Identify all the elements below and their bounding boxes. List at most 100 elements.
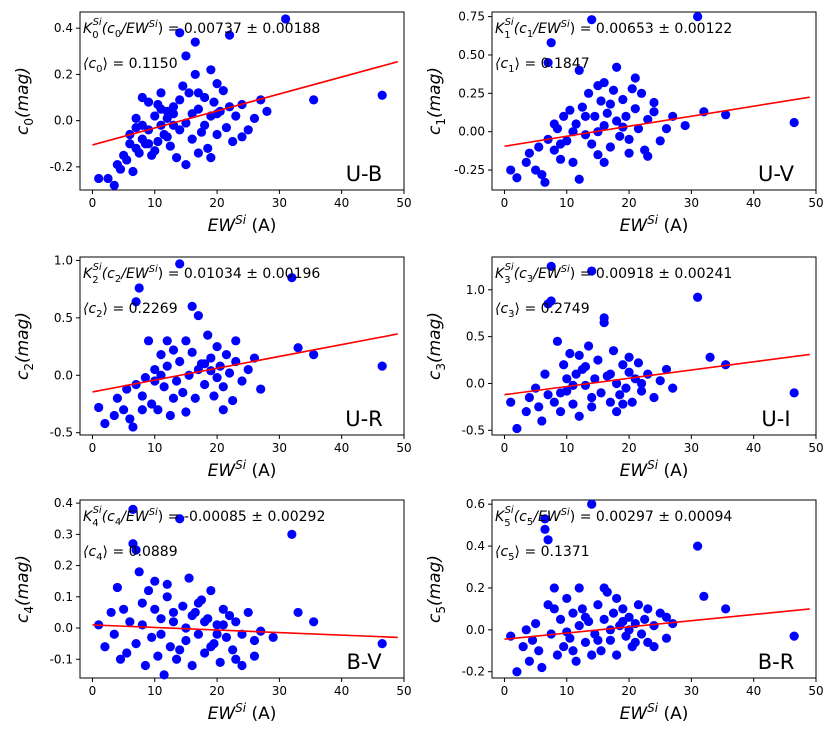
data-point	[156, 350, 166, 360]
data-point	[568, 646, 578, 656]
data-point	[268, 632, 278, 643]
data-point	[555, 388, 566, 398]
data-point	[630, 637, 640, 648]
data-point	[143, 336, 154, 346]
panel-u-b: 0 10 20 30 40 50 -0.2 0.0 0.2 0.4 K0Si(c0/EWSi) = …	[13, 11, 412, 236]
data-point	[612, 378, 622, 389]
data-point	[649, 641, 659, 652]
data-point	[100, 418, 110, 429]
y-tick-label: -0.25	[454, 163, 485, 177]
data-point	[643, 604, 653, 614]
data-point	[175, 125, 185, 135]
data-point	[109, 410, 119, 421]
x-tick-label: 10	[147, 441, 162, 455]
data-point	[156, 629, 166, 639]
data-point	[543, 390, 553, 400]
data-point	[190, 393, 200, 403]
data-point	[630, 73, 640, 83]
data-point	[721, 110, 731, 120]
y-tick-label: -0.2	[462, 665, 485, 679]
data-point	[184, 573, 194, 583]
data-point	[568, 127, 578, 137]
y-axis-label: c4(mag)	[13, 555, 36, 623]
x-tick-label: 10	[147, 196, 162, 210]
y-tick-label: 0.0	[54, 368, 73, 382]
y-tick-label: 0.00	[458, 125, 485, 139]
data-point	[577, 604, 587, 614]
data-point	[661, 612, 672, 622]
y-tick-label: 0.0	[54, 621, 73, 635]
data-point	[109, 629, 119, 639]
panel-u-r: 0 10 20 30 40 50 -0.5 0.0 0.5 1.0 K2Si(c2/EWSi) = …	[13, 253, 412, 481]
y-axis-label: c1(mag)	[425, 67, 448, 135]
data-point	[577, 102, 587, 112]
y-tick-label: -0.1	[50, 652, 73, 666]
data-point	[612, 62, 622, 72]
x-tick-label: 10	[559, 196, 574, 210]
x-tick-label: 50	[396, 196, 411, 210]
data-point	[309, 350, 319, 360]
data-point	[605, 369, 615, 379]
data-point	[593, 150, 603, 160]
x-tick-label: 10	[147, 684, 162, 698]
data-point	[193, 598, 203, 608]
data-point	[527, 635, 538, 645]
data-point	[636, 386, 647, 396]
data-point	[309, 95, 319, 105]
data-point	[693, 292, 703, 302]
data-point	[249, 651, 260, 661]
y-tick-label: 0.50	[458, 48, 485, 62]
data-point	[615, 131, 625, 141]
data-point	[608, 608, 619, 618]
data-point	[262, 106, 272, 117]
data-point	[221, 350, 232, 360]
data-point	[256, 384, 266, 394]
data-point	[137, 620, 147, 630]
data-point	[212, 341, 222, 352]
data-point	[602, 108, 612, 118]
data-point	[605, 625, 615, 635]
data-point	[643, 369, 653, 379]
data-point	[212, 629, 222, 639]
x-tick-label: 50	[808, 196, 823, 210]
y-axis-label: c0(mag)	[13, 67, 36, 135]
data-point	[143, 585, 154, 596]
x-tick-label: 40	[334, 684, 349, 698]
data-point	[633, 600, 644, 610]
data-point	[649, 621, 659, 631]
data-point	[215, 657, 225, 667]
y-tick-label: -0.2	[50, 160, 73, 174]
data-point	[649, 97, 659, 108]
data-point	[627, 397, 637, 407]
data-point	[206, 65, 216, 75]
data-point	[580, 637, 591, 648]
data-point	[680, 120, 690, 131]
data-point	[181, 51, 191, 61]
fit-slope-annotation: K3Si(c3/EWSi) = 0.00918 ± 0.00241	[495, 262, 732, 286]
axes-frame	[79, 256, 405, 436]
band-label: B-R	[758, 650, 795, 674]
data-point	[540, 177, 550, 187]
data-point	[599, 157, 609, 167]
data-point	[200, 617, 210, 627]
data-point	[134, 283, 144, 293]
data-point	[699, 591, 709, 601]
data-point	[643, 114, 653, 125]
data-point	[640, 614, 650, 624]
panel-u-v: 0 10 20 30 40 50 -0.25 0.00 0.25 0.50 0.75 K1Si(c1/…	[425, 10, 824, 236]
data-point	[218, 604, 228, 614]
y-axis-label: c3(mag)	[425, 312, 448, 380]
mean-annotation: ⟨c2⟩ = 0.2269	[83, 301, 178, 320]
data-point	[309, 617, 319, 627]
data-point	[153, 136, 163, 147]
data-point	[218, 620, 228, 630]
data-point	[153, 405, 163, 415]
x-tick-label: 0	[89, 196, 97, 210]
y-tick-label: 0.4	[54, 496, 73, 510]
x-tick-label: 20	[621, 441, 636, 455]
data-point	[546, 38, 556, 48]
mean-annotation: ⟨c4⟩ = 0.0889	[83, 544, 178, 563]
data-point	[231, 654, 241, 664]
data-point	[128, 504, 138, 514]
data-point	[162, 579, 172, 589]
